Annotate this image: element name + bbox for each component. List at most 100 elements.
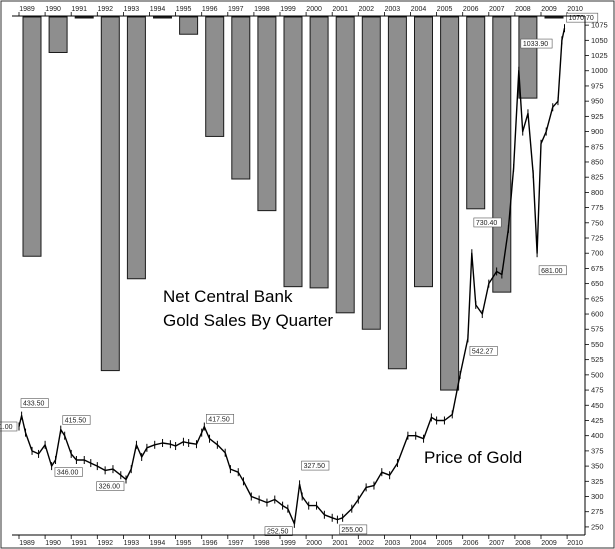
sales-bar xyxy=(231,16,251,180)
top-year-label: 2009 xyxy=(541,6,557,13)
bottom-year-label: 2001 xyxy=(332,540,348,547)
price-annotation-box xyxy=(62,415,91,425)
sales-bar xyxy=(361,16,381,330)
y-axis: 250 275 300 325 350 375 400 425 450 475 500 525 550 5… xyxy=(585,21,608,531)
y-tick-label: 700 xyxy=(591,249,604,258)
y-tick-label: 650 xyxy=(591,279,604,288)
price-series xyxy=(18,24,566,528)
price-annotation-label: 681.00 xyxy=(541,268,563,275)
price-annotation-label: 433.50 xyxy=(23,401,45,408)
y-tick-label: 1025 xyxy=(591,51,608,60)
bottom-year-label: 2002 xyxy=(359,540,375,547)
top-year-label: 2004 xyxy=(411,6,427,13)
y-tick-label: 1075 xyxy=(591,21,608,30)
sales-bar xyxy=(74,16,94,19)
y-tick-label: 325 xyxy=(591,477,604,486)
y-tick-label: 350 xyxy=(591,462,604,471)
y-tick-label: 800 xyxy=(591,188,604,197)
top-year-label: 1995 xyxy=(176,6,192,13)
bottom-year-label: 1997 xyxy=(228,540,244,547)
sales-bar xyxy=(440,16,460,391)
sales-bar xyxy=(492,16,512,293)
top-year-label: 1989 xyxy=(19,6,35,13)
price-annotation-box xyxy=(538,265,567,276)
bottom-year-axis: 1989 1990 1991 1992 1993 1994 1995 1996 1997 1998… xyxy=(18,535,583,547)
y-tick-label: 575 xyxy=(591,325,604,334)
bottom-year-label: 1989 xyxy=(19,540,35,547)
price-annotation-label: 346.00 xyxy=(57,470,79,477)
top-year-label: 1997 xyxy=(228,6,244,13)
bottom-year-label: 2010 xyxy=(567,540,583,547)
sales-bar xyxy=(100,16,120,372)
top-year-label: 2005 xyxy=(437,6,453,13)
sales-bar xyxy=(544,16,564,19)
bottom-year-label: 1993 xyxy=(124,540,140,547)
y-tick-label: 1050 xyxy=(591,36,608,45)
y-tick-label: 900 xyxy=(591,127,604,136)
price-annotation-label: 327.50 xyxy=(304,463,326,470)
sales-bar xyxy=(309,16,329,289)
bottom-year-label: 1996 xyxy=(202,540,218,547)
sales-bars xyxy=(22,16,564,391)
top-year-label: 1998 xyxy=(254,6,270,13)
price-annotation-box xyxy=(520,38,553,49)
sales-bar xyxy=(153,16,172,19)
bottom-year-label: 2003 xyxy=(385,540,401,547)
y-tick-label: 475 xyxy=(591,386,604,395)
price-annotation-label: 415.50 xyxy=(65,418,87,425)
price-annotation-box xyxy=(469,346,498,356)
sales-label-line1: Net Central Bank xyxy=(163,287,293,306)
price-annotations: 433.50 411.00 415.50 346.00 326.00 417.50 327.… xyxy=(0,12,599,537)
y-tick-label: 500 xyxy=(591,370,604,379)
price-annotation-label: 730.40 xyxy=(476,220,498,227)
top-year-label: 2000 xyxy=(306,6,322,13)
chart-labels: Net Central Bank Gold Sales By Quarter P… xyxy=(163,287,522,467)
bottom-year-label: 1991 xyxy=(71,540,87,547)
y-tick-label: 375 xyxy=(591,446,604,455)
y-tick-label: 425 xyxy=(591,416,604,425)
top-year-label: 2008 xyxy=(515,6,531,13)
sales-bar xyxy=(22,16,42,257)
top-year-label: 1992 xyxy=(98,6,114,13)
price-annotation-label: 252.50 xyxy=(267,529,289,536)
sales-bar xyxy=(387,16,407,370)
price-annotation-box xyxy=(0,421,18,432)
top-year-label: 2003 xyxy=(385,6,401,13)
top-year-label: 2001 xyxy=(332,6,348,13)
top-year-label: 1996 xyxy=(202,6,218,13)
y-tick-label: 825 xyxy=(591,173,604,182)
price-annotation-label: 255.00 xyxy=(341,527,363,534)
top-year-label: 2010 xyxy=(567,6,583,13)
price-annotation-box xyxy=(264,526,293,537)
y-tick-label: 525 xyxy=(591,355,604,364)
y-tick-label: 450 xyxy=(591,401,604,410)
price-label: Price of Gold xyxy=(424,448,522,467)
sales-bar xyxy=(179,16,199,35)
sales-bar xyxy=(205,16,225,137)
bottom-year-label: 2004 xyxy=(411,540,427,547)
top-year-label: 1999 xyxy=(280,6,296,13)
y-tick-label: 925 xyxy=(591,112,604,121)
y-tick-label: 950 xyxy=(591,97,604,106)
bottom-year-label: 2000 xyxy=(306,540,322,547)
top-year-axis: 1989 1990 1991 1992 1993 1994 1995 1996 1997 1998… xyxy=(18,6,583,16)
top-year-label: 1994 xyxy=(150,6,166,13)
top-year-label: 2002 xyxy=(359,6,375,13)
sales-bar xyxy=(414,16,433,288)
top-year-label: 2007 xyxy=(489,6,505,13)
top-year-label: 1990 xyxy=(45,6,61,13)
price-annotation-box xyxy=(54,467,83,477)
top-year-label: 1991 xyxy=(71,6,87,13)
bottom-year-label: 1992 xyxy=(98,540,114,547)
price-annotation-box xyxy=(20,398,49,408)
y-tick-label: 250 xyxy=(591,522,604,531)
price-annotation-box xyxy=(473,217,502,228)
price-annotation-box xyxy=(566,12,599,23)
price-annotation-box xyxy=(301,460,330,471)
sales-bar xyxy=(518,16,538,99)
price-annotation-label: 326.00 xyxy=(99,484,121,491)
bottom-year-label: 2005 xyxy=(437,540,453,547)
y-tick-label: 300 xyxy=(591,492,604,501)
